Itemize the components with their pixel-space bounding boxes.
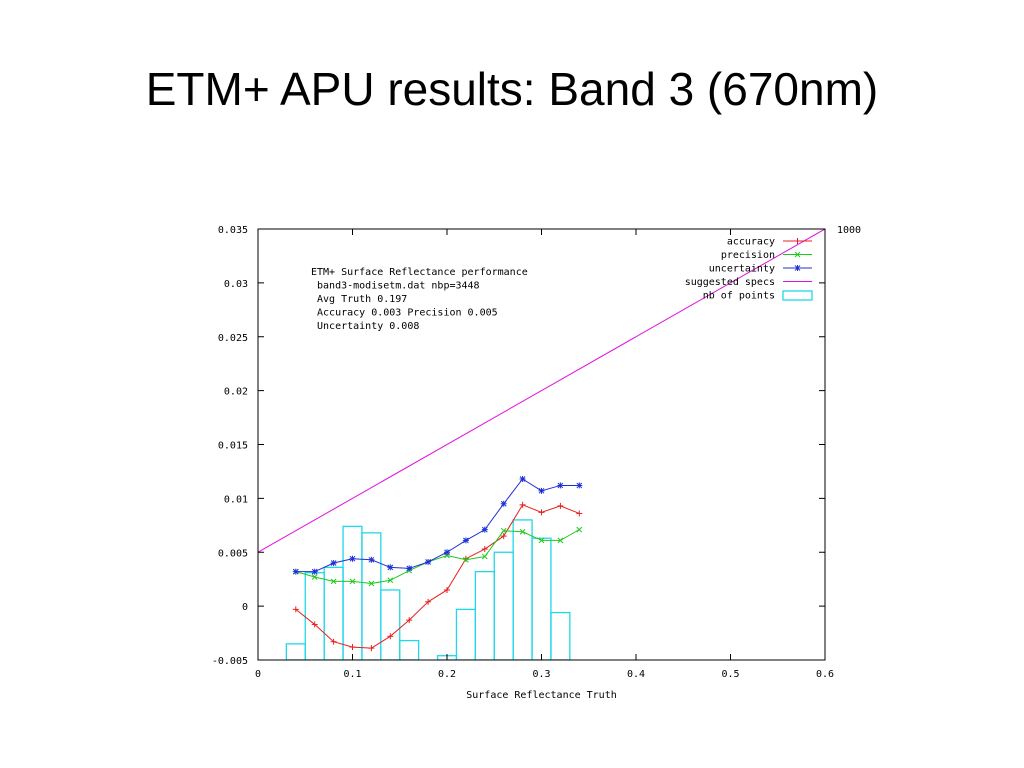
data-point-accuracy <box>557 502 564 509</box>
data-point-precision <box>349 578 356 585</box>
slide-title: ETM+ APU results: Band 3 (670nm) <box>145 63 879 115</box>
data-point-precision <box>311 574 318 580</box>
data-point-uncertainty <box>425 558 432 565</box>
data-point-precision <box>500 527 507 534</box>
data-point-uncertainty <box>444 549 450 556</box>
data-point-uncertainty <box>481 526 488 533</box>
data-point-accuracy <box>519 501 526 508</box>
data-point-precision <box>368 580 375 587</box>
y-tick-label: 0.015 <box>218 441 248 452</box>
x-tick-label: 0.4 <box>627 669 645 680</box>
data-point-accuracy <box>576 510 583 517</box>
data-point-accuracy <box>538 509 545 516</box>
x-tick-label: 0.3 <box>532 669 550 680</box>
histogram-bar <box>550 611 571 660</box>
data-point-uncertainty <box>557 482 564 489</box>
y-tick-label: 0.005 <box>218 548 248 559</box>
histogram-bar <box>380 589 401 660</box>
data-point-precision <box>481 553 488 560</box>
data-point-accuracy <box>368 645 375 652</box>
data-point-precision <box>387 577 394 584</box>
y-tick-label: 0.03 <box>224 279 248 290</box>
legend-label: nb of points <box>703 291 775 302</box>
y-tick-label: -0.005 <box>212 656 248 667</box>
y-tick-label: 0.035 <box>218 225 248 236</box>
data-point-accuracy <box>311 621 318 628</box>
histogram-bar <box>342 525 363 660</box>
series-line-accuracy <box>295 504 580 649</box>
data-point-accuracy <box>330 638 337 645</box>
data-point-uncertainty <box>387 564 394 571</box>
series-layer <box>258 229 825 652</box>
data-point-accuracy <box>292 606 299 613</box>
histogram-bar <box>455 608 477 660</box>
data-point-accuracy <box>444 586 450 593</box>
y-tick-label: 0.01 <box>224 494 248 505</box>
legend-marker <box>794 251 801 258</box>
data-point-uncertainty <box>406 565 413 572</box>
legend-label: suggested specs <box>685 277 775 288</box>
data-point-precision <box>557 537 564 544</box>
series-line-suggested-specs <box>258 229 825 553</box>
annotation-line: Uncertainty 0.008 <box>311 321 419 332</box>
data-point-precision <box>330 578 337 585</box>
data-point-uncertainty <box>538 487 545 494</box>
data-point-uncertainty <box>368 556 375 563</box>
data-point-precision <box>576 526 583 533</box>
x-tick-label: 0.5 <box>721 669 739 680</box>
x-tick-label: 0.1 <box>343 669 361 680</box>
histogram-bar <box>531 537 552 660</box>
y-tick-label: 0.02 <box>224 387 248 398</box>
data-point-accuracy <box>500 533 507 540</box>
x-tick-label: 0 <box>255 669 261 680</box>
data-point-precision <box>463 556 469 563</box>
legend-label: accuracy <box>727 237 775 248</box>
histogram-bar <box>399 639 420 660</box>
tick-layer: 0 0.1 0.2 0.3 0.4 0.5 0.6 -0.005 0 0.005 0.01 0.015… <box>212 225 834 680</box>
x-tick-label: 0.6 <box>816 669 834 680</box>
data-point-uncertainty <box>292 568 299 575</box>
histogram-bar <box>361 532 382 660</box>
histogram-bar <box>493 551 514 660</box>
data-point-uncertainty <box>576 482 583 489</box>
annotation-text: ETM+ Surface Reflectance performance ban… <box>311 267 528 332</box>
y-tick-label: 0 <box>242 602 248 613</box>
histogram-bar <box>304 572 325 660</box>
legend-label: uncertainty <box>709 264 775 275</box>
legend-marker <box>794 265 801 271</box>
annotation-line: ETM+ Surface Reflectance performance <box>311 267 528 278</box>
legend-label: precision <box>721 250 775 261</box>
histogram-layer <box>285 519 571 660</box>
data-point-uncertainty <box>500 500 507 507</box>
histogram-bar <box>285 643 306 660</box>
data-point-precision <box>538 537 545 544</box>
histogram-bar <box>512 519 533 660</box>
annotation-line: Avg Truth 0.197 <box>311 294 407 305</box>
data-point-precision <box>519 528 526 535</box>
y-tick-label: 0.025 <box>218 333 248 344</box>
legend: accuracy precision uncertainty suggested sp… <box>685 237 813 302</box>
x-axis-label: Surface Reflectance Truth <box>466 690 617 701</box>
data-point-accuracy <box>425 598 432 605</box>
data-point-accuracy <box>481 546 488 553</box>
series-line-precision <box>295 529 580 585</box>
data-point-uncertainty <box>462 537 469 544</box>
data-point-uncertainty <box>330 560 337 567</box>
data-point-uncertainty <box>349 555 356 562</box>
data-point-accuracy <box>349 644 356 651</box>
x-tick-label: 0.2 <box>438 669 456 680</box>
legend-swatch <box>782 290 813 301</box>
y2-top-label: 1000 <box>837 225 861 236</box>
data-point-accuracy <box>462 555 469 562</box>
data-point-uncertainty <box>519 475 526 482</box>
data-point-accuracy <box>387 633 394 640</box>
annotation-line: Accuracy 0.003 Precision 0.005 <box>311 308 498 319</box>
histogram-bar <box>474 570 495 660</box>
annotation-line: band3-modisetm.dat nbp=3448 <box>311 281 480 292</box>
series-line-uncertainty <box>295 478 580 573</box>
data-point-accuracy <box>406 617 413 624</box>
data-point-uncertainty <box>311 568 318 575</box>
